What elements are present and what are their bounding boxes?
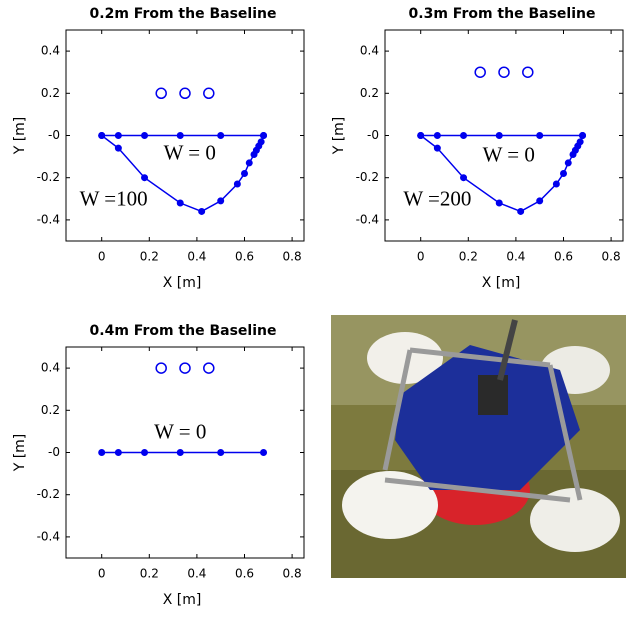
chart: 0.2m From the Baseline 0 0.2 0.4 0.6 0.8 0.4 0.…: [12, 6, 305, 291]
x-tick-label: 0.8: [283, 567, 302, 581]
x-tick-label: 0.8: [283, 250, 302, 264]
y-tick-label: -0.4: [356, 212, 379, 226]
y-axis-label: Y [m]: [12, 117, 28, 156]
chart-title: 0.3m From the Baseline: [409, 6, 596, 22]
marker-dot: [217, 197, 225, 205]
chart: 0.4m From the Baseline 0 0.2 0.4 0.6 0.8 0.4 0.…: [12, 323, 305, 608]
marker-dot: [460, 174, 468, 182]
marker-dot: [98, 132, 106, 139]
marker-dot: [257, 138, 265, 146]
y-tick-label: -0.2: [37, 170, 60, 184]
marker-dot: [536, 132, 544, 139]
y-axis-label: Y [m]: [12, 434, 28, 473]
y-tick-label: -0: [48, 128, 60, 142]
y-tick-label: 0.4: [360, 44, 379, 58]
marker-dot: [198, 207, 206, 215]
marker-dot: [217, 449, 225, 456]
marker-ring: [155, 362, 167, 374]
y-tick-label: 0.2: [41, 86, 60, 100]
x-tick-label: 0.4: [187, 250, 206, 264]
marker-ring: [203, 362, 215, 374]
x-tick-label: 0: [98, 250, 106, 264]
marker-dot: [552, 180, 560, 188]
x-tick-label: 0.4: [187, 567, 206, 581]
chart-title: 0.4m From the Baseline: [90, 323, 277, 339]
marker-dot: [576, 138, 584, 146]
marker-ring: [474, 66, 486, 78]
marker-dot: [233, 180, 241, 188]
marker-dot: [114, 144, 122, 152]
annotation: W = 0: [164, 140, 216, 164]
x-axis-label: X [m]: [163, 275, 202, 291]
y-tick-label: 0.2: [360, 86, 379, 100]
marker-dot: [98, 449, 106, 456]
chart-title: 0.2m From the Baseline: [90, 6, 277, 22]
y-tick-label: -0.4: [37, 529, 60, 543]
annotation: W = 0: [154, 419, 206, 443]
x-tick-label: 0.2: [459, 250, 478, 264]
marker-ring: [155, 87, 167, 100]
marker-ring: [179, 362, 191, 374]
y-tick-label: 0.4: [41, 44, 60, 58]
marker-dot: [241, 169, 248, 177]
x-axis-label: X [m]: [163, 592, 202, 608]
marker-dot: [495, 199, 503, 207]
marker-ring: [179, 87, 191, 100]
marker-dot: [176, 132, 184, 139]
x-tick-label: 0.2: [140, 567, 159, 581]
y-tick-label: -0.4: [37, 212, 60, 226]
annotation: W = 0: [483, 142, 535, 166]
marker-dot: [176, 449, 184, 456]
marker-dot: [141, 132, 149, 139]
marker-dot: [260, 132, 268, 139]
x-tick-label: 0.4: [506, 250, 525, 264]
x-tick-label: 0.2: [140, 250, 159, 264]
marker-ring: [522, 66, 534, 78]
marker-dot: [517, 207, 525, 215]
marker-dot: [141, 174, 149, 182]
annotation: W =200: [403, 187, 471, 211]
robot-photo: [331, 315, 626, 578]
x-tick-label: 0: [417, 250, 425, 264]
y-tick-label: 0.4: [41, 361, 60, 375]
x-axis-label: X [m]: [482, 275, 521, 291]
marker-dot: [114, 132, 122, 139]
marker-ring: [203, 87, 215, 100]
marker-dot: [114, 449, 122, 456]
y-tick-label: -0: [367, 128, 379, 142]
marker-dot: [141, 449, 149, 456]
marker-dot: [460, 132, 468, 139]
y-tick-label: -0.2: [356, 170, 379, 184]
x-tick-label: 0: [98, 567, 106, 581]
y-tick-label: 0.2: [41, 403, 60, 417]
marker-dot: [536, 197, 544, 205]
x-tick-label: 0.8: [602, 250, 621, 264]
x-tick-label: 0.6: [235, 250, 254, 264]
marker-dot: [495, 132, 503, 139]
x-tick-label: 0.6: [554, 250, 573, 264]
x-tick-label: 0.6: [235, 567, 254, 581]
marker-dot: [417, 132, 425, 139]
y-tick-label: -0.2: [37, 487, 60, 501]
annotation: W =100: [80, 187, 148, 211]
y-tick-label: -0: [48, 445, 60, 459]
marker-dot: [176, 199, 184, 207]
marker-dot: [260, 449, 268, 456]
marker-dot: [564, 159, 572, 167]
marker-dot: [560, 169, 567, 177]
marker-ring: [498, 66, 510, 78]
y-axis-label: Y [m]: [331, 117, 347, 156]
marker-dot: [433, 132, 441, 139]
marker-dot: [433, 144, 441, 152]
marker-dot: [245, 159, 253, 167]
chart: 0.3m From the Baseline 0 0.2 0.4 0.6 0.8 0.4 0.…: [331, 6, 624, 291]
marker-dot: [579, 132, 587, 139]
marker-dot: [217, 132, 225, 139]
